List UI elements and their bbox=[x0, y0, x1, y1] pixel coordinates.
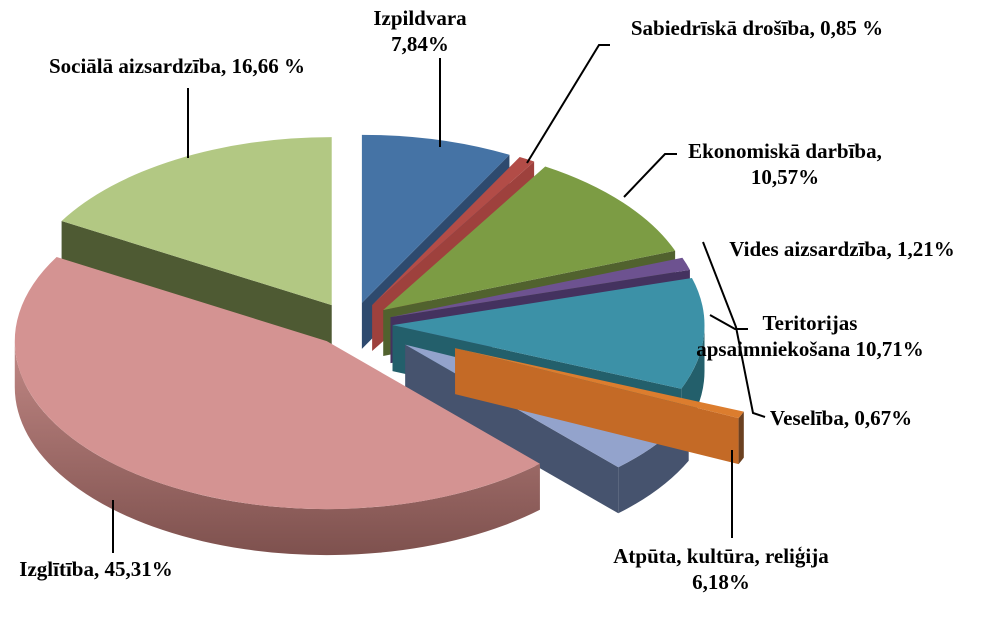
slice-top-face bbox=[372, 157, 535, 306]
slice-top-face bbox=[455, 348, 744, 419]
slice-top-face bbox=[383, 166, 676, 311]
leader-line-teritorijas-apsaimniekosana bbox=[709, 314, 748, 330]
slice-side-wall bbox=[61, 221, 332, 352]
slice-arc-wall bbox=[14, 341, 540, 556]
slice-side-wall bbox=[455, 348, 739, 465]
pie-slice-izglitiba[interactable] bbox=[14, 257, 540, 556]
slice-top-face bbox=[390, 257, 690, 318]
leader-line-ekonomiska-darbiba bbox=[623, 153, 677, 198]
leader-line-sabiedriska-drosiba bbox=[526, 44, 610, 164]
slice-top-face bbox=[61, 137, 332, 306]
slice-top-face bbox=[361, 134, 510, 303]
slice-arc-wall bbox=[738, 411, 744, 465]
leader-line-vides-aizsardziba bbox=[702, 241, 766, 418]
slice-top-face bbox=[392, 277, 705, 389]
pie-slice-veseliba[interactable] bbox=[455, 348, 744, 465]
pie-slice-sociala-aizsardziba[interactable] bbox=[61, 137, 332, 352]
slice-top-face bbox=[14, 257, 540, 510]
